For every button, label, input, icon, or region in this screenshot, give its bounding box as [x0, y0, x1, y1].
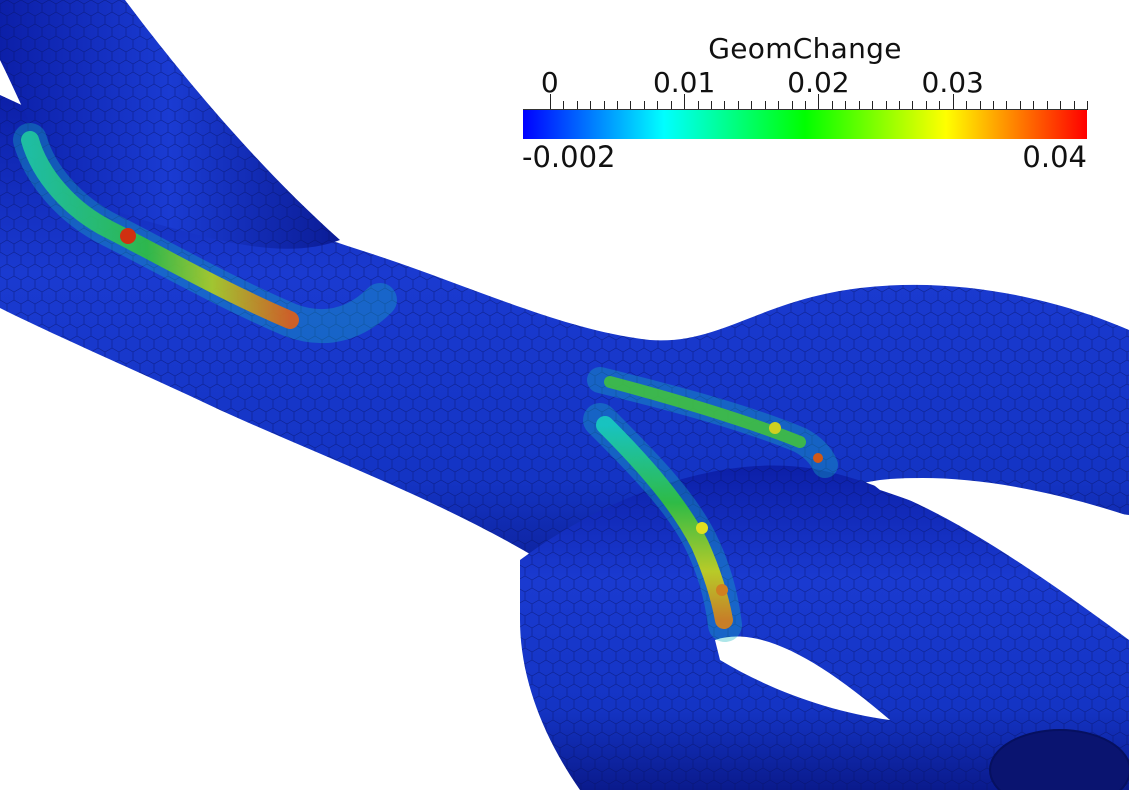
vessel-opening [989, 729, 1129, 790]
legend-major-tick [952, 94, 954, 110]
legend-minor-tick [764, 101, 766, 110]
legend-minor-tick [657, 101, 659, 110]
legend-minor-tick [845, 101, 847, 110]
legend-minor-tick [1087, 101, 1088, 110]
legend-minor-tick [899, 101, 900, 110]
legend-minor-tick [751, 101, 753, 110]
legend-minor-tick [925, 101, 927, 110]
legend-tick-label: 0 [540, 66, 559, 99]
legend-minor-tick [1073, 101, 1075, 110]
legend-minor-tick [831, 101, 833, 110]
legend-minor-tick [778, 101, 780, 110]
legend-minor-tick [993, 101, 994, 110]
legend-tick-label: 0.01 [652, 66, 716, 99]
legend-minor-tick [711, 101, 712, 110]
legend-minor-tick [966, 101, 968, 110]
legend-minor-tick [670, 101, 672, 110]
legend-minor-tick [630, 101, 632, 110]
vessel-lower-branch [520, 465, 1129, 790]
legend-ticks [523, 94, 1088, 110]
highlight-band-lower [583, 403, 742, 642]
highlight-band-center [587, 367, 838, 478]
legend-minor-tick [1006, 101, 1008, 110]
legend-minor-tick [737, 101, 739, 110]
legend-minor-tick [590, 101, 592, 110]
legend-title: GeomChange [708, 32, 902, 65]
legend-minor-tick [858, 101, 860, 110]
vessel-upper-branch [0, 0, 340, 249]
legend-minor-tick [791, 101, 793, 110]
legend-minor-tick [939, 101, 941, 110]
legend-minor-tick [912, 101, 914, 110]
legend-minor-tick [872, 101, 874, 110]
legend-minor-tick [1046, 101, 1048, 110]
legend-minor-tick [724, 101, 726, 110]
legend-minor-tick [697, 101, 699, 110]
legend-major-tick [818, 94, 820, 110]
legend-minor-tick [805, 101, 806, 110]
legend-major-tick [684, 94, 686, 110]
colorbar-fill [523, 110, 1087, 139]
colorbar [523, 109, 1087, 139]
legend-tick-label: 0.03 [921, 66, 984, 99]
legend-minor-tick [576, 101, 578, 110]
legend-major-tick [549, 94, 551, 110]
vessel-gap-lower [715, 636, 890, 720]
color-legend: GeomChange 0 0.01 0.02 0.03 -0.002 0.04 [500, 30, 1110, 180]
legend-minor-tick [979, 101, 981, 110]
legend-min-label: -0.002 [522, 140, 616, 174]
legend-minor-tick [885, 101, 887, 110]
legend-minor-tick [1019, 101, 1021, 110]
legend-max-label: 0.04 [1022, 140, 1087, 174]
legend-minor-tick [1033, 101, 1035, 110]
legend-tick-label: 0.02 [787, 66, 850, 99]
highlight-band-upper-left [13, 123, 397, 344]
legend-minor-tick [643, 101, 645, 110]
legend-minor-tick [563, 101, 565, 110]
vessel-gap-right [870, 478, 1129, 590]
legend-minor-tick [617, 101, 618, 110]
legend-minor-tick [1060, 101, 1062, 110]
legend-minor-tick [603, 101, 605, 110]
